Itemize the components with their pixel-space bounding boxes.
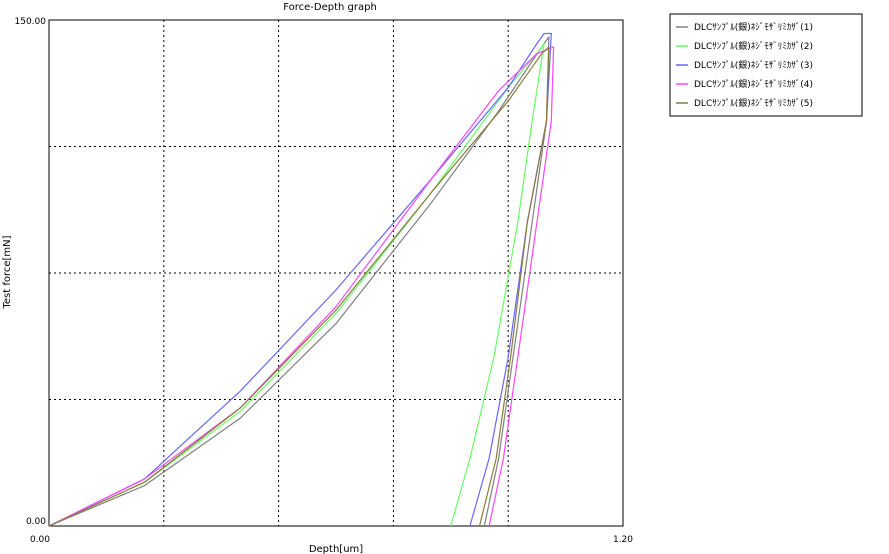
grid xyxy=(49,20,623,526)
series-line-3 xyxy=(48,32,552,527)
legend-label: DLCｻﾝﾌﾟﾙ(銀)ﾈｼﾞﾓｻﾞﾘﾐｶｻﾞ(1) xyxy=(694,21,813,33)
y-tick-label-bottom: 0.00 xyxy=(26,517,46,527)
x-axis-label: Depth[um] xyxy=(309,544,363,554)
legend-item-1: DLCｻﾝﾌﾟﾙ(銀)ﾈｼﾞﾓｻﾞﾘﾐｶｻﾞ(1) xyxy=(676,21,813,33)
legend-item-5: DLCｻﾝﾌﾟﾙ(銀)ﾈｼﾞﾓｻﾞﾘﾐｶｻﾞ(5) xyxy=(676,97,813,109)
series-line-5 xyxy=(48,46,550,527)
chart-title: Force-Depth graph xyxy=(283,2,377,13)
series-group xyxy=(48,32,555,527)
legend-label: DLCｻﾝﾌﾟﾙ(銀)ﾈｼﾞﾓｻﾞﾘﾐｶｻﾞ(4) xyxy=(694,78,813,90)
legend-item-2: DLCｻﾝﾌﾟﾙ(銀)ﾈｼﾞﾓｻﾞﾘﾐｶｻﾞ(2) xyxy=(676,40,813,52)
plot-frame xyxy=(48,19,624,527)
series-line-4 xyxy=(48,46,555,527)
y-axis-label: Test force[mN] xyxy=(2,235,13,309)
y-tick-label-top: 150.00 xyxy=(15,17,47,27)
x-tick-label-left: 0.00 xyxy=(30,535,50,545)
legend-label: DLCｻﾝﾌﾟﾙ(銀)ﾈｼﾞﾓｻﾞﾘﾐｶｻﾞ(5) xyxy=(694,97,813,109)
series-line-1 xyxy=(48,36,550,527)
series-line-2 xyxy=(48,42,545,527)
legend-item-3: DLCｻﾝﾌﾟﾙ(銀)ﾈｼﾞﾓｻﾞﾘﾐｶｻﾞ(3) xyxy=(676,59,813,71)
legend-item-4: DLCｻﾝﾌﾟﾙ(銀)ﾈｼﾞﾓｻﾞﾘﾐｶｻﾞ(4) xyxy=(676,78,813,90)
legend-box xyxy=(669,13,863,117)
legend-label: DLCｻﾝﾌﾟﾙ(銀)ﾈｼﾞﾓｻﾞﾘﾐｶｻﾞ(3) xyxy=(694,59,813,71)
legend: DLCｻﾝﾌﾟﾙ(銀)ﾈｼﾞﾓｻﾞﾘﾐｶｻﾞ(1) DLCｻﾝﾌﾟﾙ(銀)ﾈｼﾞﾓ… xyxy=(669,13,863,117)
legend-label: DLCｻﾝﾌﾟﾙ(銀)ﾈｼﾞﾓｻﾞﾘﾐｶｻﾞ(2) xyxy=(694,40,813,52)
x-tick-label-right: 1.20 xyxy=(613,535,633,545)
